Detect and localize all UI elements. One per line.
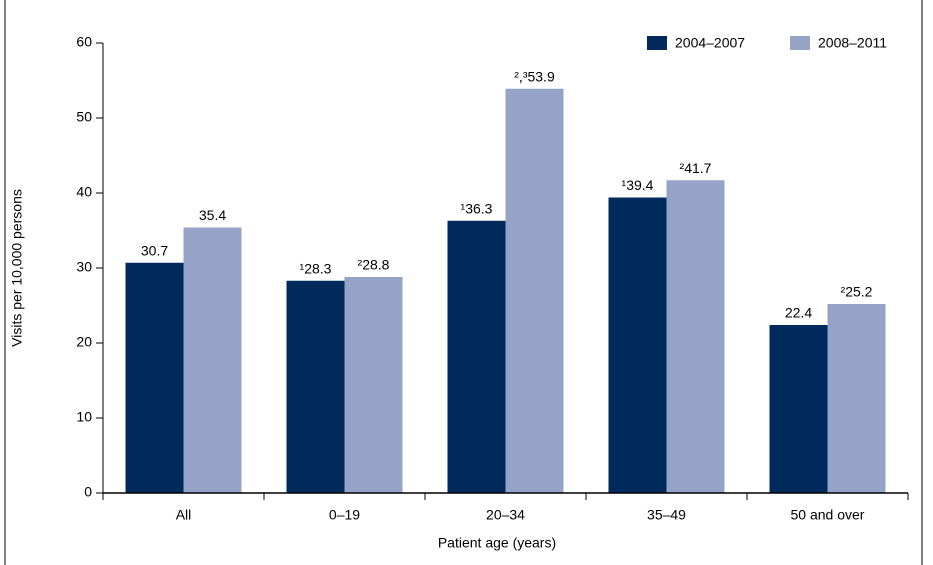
bar (183, 227, 242, 493)
y-tick-label: 10 (76, 409, 92, 425)
x-tick-label: 20–34 (486, 507, 525, 523)
bar (505, 88, 564, 493)
y-tick-label: 0 (84, 484, 92, 500)
value-label: ²41.7 (680, 160, 712, 176)
legend-swatch (790, 36, 810, 50)
legend-label: 2004–2007 (675, 35, 745, 51)
bar (447, 220, 506, 493)
x-tick-label: All (176, 507, 192, 523)
bar (286, 280, 345, 493)
bar (125, 262, 184, 493)
bar (827, 304, 886, 493)
value-label: ²25.2 (841, 284, 873, 300)
x-tick-label: 35–49 (647, 507, 686, 523)
value-label: 35.4 (199, 207, 226, 223)
value-label: ²28.8 (358, 257, 390, 273)
frame (4, 0, 923, 565)
legend-swatch (647, 36, 667, 50)
bar (608, 197, 667, 493)
value-label: ¹28.3 (300, 260, 332, 276)
bar (666, 180, 725, 493)
y-tick-label: 40 (76, 184, 92, 200)
legend-label: 2008–2011 (818, 35, 887, 51)
value-label: 22.4 (785, 305, 812, 321)
value-label: ¹36.3 (461, 200, 493, 216)
value-label: 30.7 (141, 242, 168, 258)
y-tick-label: 60 (76, 34, 92, 50)
y-axis-label: Visits per 10,000 persons (9, 189, 25, 347)
y-tick-label: 20 (76, 334, 92, 350)
x-tick-label: 0–19 (329, 507, 360, 523)
value-label: ¹39.4 (622, 177, 654, 193)
bar (769, 325, 828, 493)
y-tick-label: 50 (76, 109, 92, 125)
x-tick-label: 50 and over (791, 507, 865, 523)
y-tick-label: 30 (76, 259, 92, 275)
x-axis-label: Patient age (years) (438, 535, 556, 551)
bar (344, 277, 403, 493)
value-label: ²,³53.9 (514, 68, 555, 84)
